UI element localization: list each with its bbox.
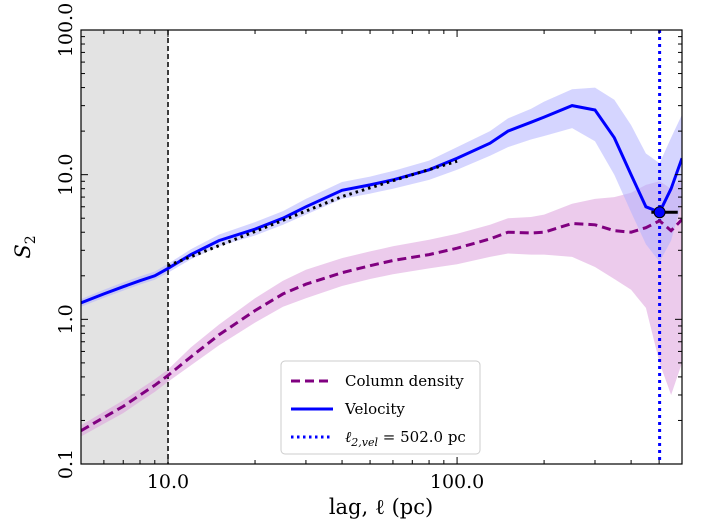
axis-ticks: 10.0 100.0 0.1 1.0 10.0 100.0 — [55, 3, 683, 493]
legend-label: ℓ2,vel = 502.0 pc — [345, 428, 466, 449]
marker-point — [653, 206, 666, 219]
legend-label: Column density — [345, 372, 464, 390]
plot-background — [81, 30, 169, 464]
y-tick-label: 10.0 — [55, 154, 77, 196]
x-tick-label: 100.0 — [430, 471, 484, 493]
x-axis-label: lag, ℓ (pc) — [329, 495, 433, 519]
series-line-column-density — [81, 218, 682, 432]
excluded-region — [81, 30, 169, 464]
y-tick-label: 0.1 — [55, 449, 77, 479]
legend-box — [280, 360, 481, 455]
plot-frame — [80, 29, 683, 465]
uncertainty-bands — [81, 87, 682, 437]
legend-label: Velocity — [344, 400, 405, 418]
axes-frame — [80, 29, 683, 465]
y-tick-label: 100.0 — [55, 3, 77, 57]
data-lines — [81, 30, 682, 464]
legend: Column density Velocity ℓ2,vel = 502.0 pc — [280, 360, 481, 455]
y-axis-label: S2 — [11, 235, 39, 258]
svg-text:S2: S2 — [11, 235, 39, 258]
x-tick-label: 10.0 — [147, 471, 189, 493]
series-line-velocity — [81, 104, 682, 305]
band-column-density — [81, 177, 682, 437]
y-axis-label-main: S — [11, 244, 35, 258]
y-tick-label: 1.0 — [55, 304, 77, 334]
y-axis-label-subscript: 2 — [23, 235, 39, 244]
